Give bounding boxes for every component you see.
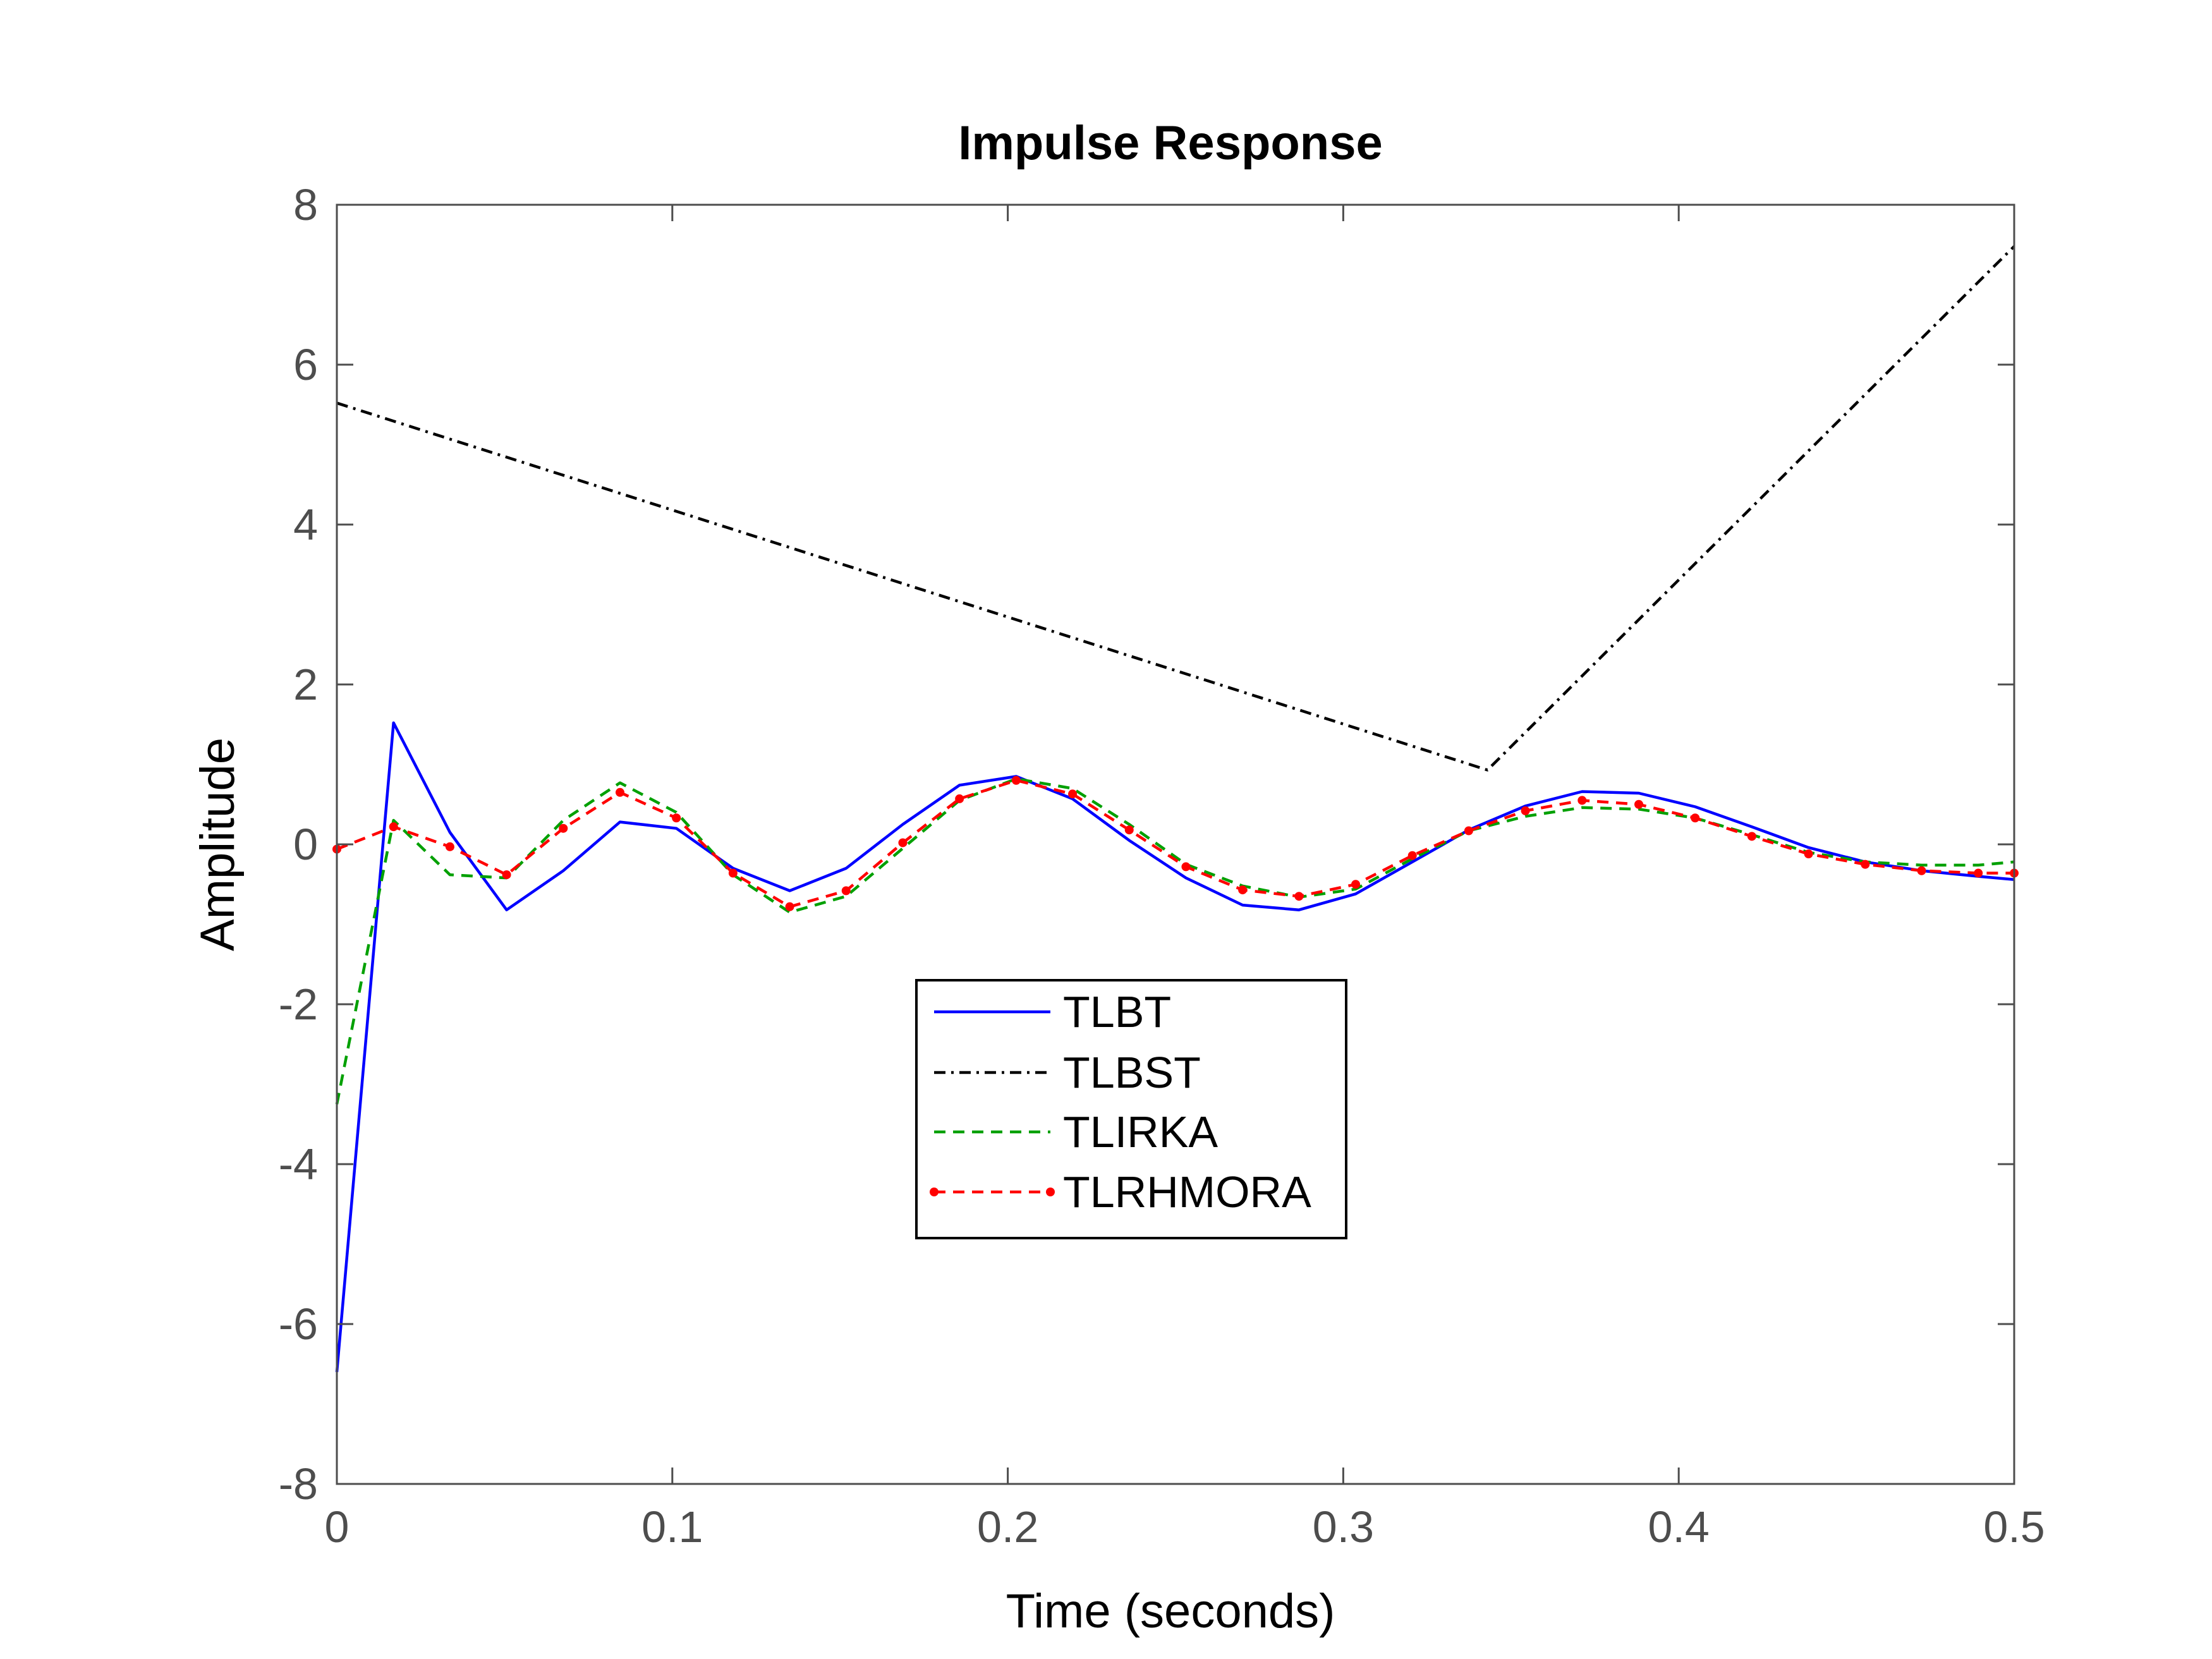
legend-entries: TLBT TLBST TLIRKA TLRHMORA bbox=[930, 987, 1311, 1217]
series-line-tlbst bbox=[336, 245, 2015, 772]
y-tick-label: -8 bbox=[279, 1459, 318, 1509]
series-point-tlrhmora bbox=[1407, 851, 1417, 860]
series-point-tlrhmora bbox=[389, 822, 398, 832]
series-point-tlrhmora bbox=[1634, 799, 1644, 809]
y-tick-label: -4 bbox=[279, 1139, 318, 1189]
series-layer bbox=[332, 245, 2019, 1373]
y-tick-label: 8 bbox=[293, 180, 318, 229]
y-axis-label: Amplitude bbox=[191, 738, 245, 951]
series-point-tlrhmora bbox=[1747, 832, 1756, 841]
y-tick-label: -2 bbox=[279, 980, 318, 1029]
chart-title: Impulse Response bbox=[958, 116, 1383, 170]
series-point-tlrhmora bbox=[1804, 849, 1813, 859]
x-tick-label: 0.1 bbox=[641, 1502, 703, 1552]
y-tick-label: 4 bbox=[293, 500, 318, 549]
series-point-tlrhmora bbox=[615, 787, 624, 797]
axes-box bbox=[336, 204, 2015, 1485]
y-tick-label: 0 bbox=[293, 820, 318, 869]
series-point-tlrhmora bbox=[1238, 885, 1248, 895]
legend: TLBT TLBST TLIRKA TLRHMORA bbox=[915, 979, 1347, 1239]
series-point-tlrhmora bbox=[1861, 860, 1870, 869]
x-tick-label: 0.3 bbox=[1313, 1502, 1374, 1552]
legend-label-tlirka: TLIRKA bbox=[1063, 1107, 1218, 1157]
legend-marker-tlrhmora bbox=[1046, 1188, 1055, 1196]
series-point-tlrhmora bbox=[1294, 892, 1304, 901]
series-point-tlrhmora bbox=[1974, 868, 1983, 878]
series-point-tlrhmora bbox=[502, 870, 511, 880]
legend-box bbox=[915, 979, 1347, 1239]
x-axis-label: Time (seconds) bbox=[1006, 1584, 1335, 1638]
legend-marker-tlrhmora bbox=[930, 1188, 939, 1196]
x-tick-label: 0 bbox=[325, 1502, 349, 1552]
x-tick-label: 0.2 bbox=[977, 1502, 1038, 1552]
legend-label-tlrhmora: TLRHMORA bbox=[1063, 1167, 1311, 1217]
axes-background bbox=[337, 205, 2014, 1484]
x-tick-label: 0.5 bbox=[1983, 1502, 2045, 1552]
series-point-tlrhmora bbox=[559, 823, 568, 833]
series-point-tlrhmora bbox=[1577, 796, 1587, 805]
series-point-tlrhmora bbox=[841, 886, 851, 896]
series-point-tlrhmora bbox=[728, 868, 738, 878]
y-tick-label: 2 bbox=[293, 660, 318, 709]
series-point-tlrhmora bbox=[955, 794, 964, 803]
series-point-tlrhmora bbox=[1464, 826, 1473, 836]
legend-label-tlbst: TLBST bbox=[1063, 1048, 1201, 1097]
y-tick-label: 6 bbox=[293, 340, 318, 389]
series-point-tlrhmora bbox=[1011, 775, 1021, 785]
series-point-tlrhmora bbox=[1691, 813, 1700, 823]
series-line-tlbt bbox=[335, 721, 2015, 1373]
series-point-tlrhmora bbox=[672, 813, 681, 823]
tick-labels: 0 0.1 0.2 0.3 0.4 0.5 -8 -6 -4 -2 0 2 4 6 8 bbox=[279, 180, 2045, 1552]
series-point-tlrhmora bbox=[1521, 806, 1530, 815]
series-point-tlrhmora bbox=[1124, 825, 1134, 835]
x-tick-label: 0.4 bbox=[1648, 1502, 1710, 1552]
series-point-tlrhmora bbox=[785, 902, 794, 911]
series-point-tlrhmora bbox=[1351, 880, 1361, 889]
legend-label-tlbt: TLBT bbox=[1063, 987, 1171, 1036]
series-point-tlrhmora bbox=[898, 838, 908, 848]
series-point-tlrhmora bbox=[445, 842, 454, 851]
series-point-tlrhmora bbox=[1917, 866, 1926, 875]
series-point-tlrhmora bbox=[1181, 862, 1191, 872]
y-tick-label: -6 bbox=[279, 1299, 318, 1349]
series-point-tlrhmora bbox=[1068, 789, 1078, 799]
